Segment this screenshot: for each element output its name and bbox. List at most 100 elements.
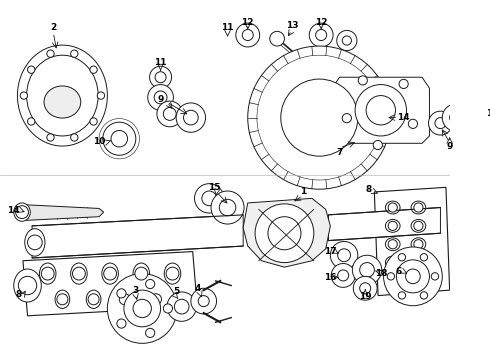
Circle shape: [41, 267, 54, 280]
Circle shape: [268, 217, 301, 250]
Circle shape: [149, 66, 171, 88]
Circle shape: [20, 92, 27, 99]
Ellipse shape: [386, 238, 400, 251]
Text: 2: 2: [50, 23, 56, 32]
Ellipse shape: [14, 269, 41, 302]
Circle shape: [255, 204, 314, 262]
Circle shape: [27, 118, 35, 125]
Ellipse shape: [164, 263, 181, 284]
Circle shape: [483, 96, 490, 118]
Text: 5: 5: [173, 287, 179, 296]
Polygon shape: [328, 207, 441, 240]
Circle shape: [294, 55, 305, 66]
Circle shape: [309, 23, 333, 47]
Text: 7: 7: [336, 148, 343, 157]
Ellipse shape: [386, 201, 400, 214]
Circle shape: [337, 31, 357, 51]
Polygon shape: [374, 187, 450, 296]
Text: 15: 15: [208, 183, 221, 192]
Circle shape: [331, 264, 355, 287]
Circle shape: [414, 240, 423, 249]
Ellipse shape: [386, 256, 400, 269]
Circle shape: [248, 46, 391, 189]
Circle shape: [90, 118, 97, 125]
Ellipse shape: [71, 263, 87, 284]
Circle shape: [450, 111, 463, 124]
Circle shape: [166, 267, 179, 280]
Text: 8: 8: [15, 290, 22, 299]
Circle shape: [408, 119, 417, 129]
Text: 14: 14: [6, 206, 19, 215]
Polygon shape: [332, 77, 429, 143]
Circle shape: [198, 296, 209, 307]
Circle shape: [338, 270, 349, 281]
Text: 19: 19: [359, 292, 371, 301]
Circle shape: [270, 31, 285, 46]
Circle shape: [388, 258, 397, 267]
Circle shape: [18, 276, 37, 295]
Circle shape: [57, 294, 68, 305]
Text: 9: 9: [446, 143, 453, 152]
Ellipse shape: [86, 290, 101, 309]
Circle shape: [435, 118, 446, 129]
Circle shape: [133, 299, 151, 318]
Circle shape: [414, 221, 423, 230]
Circle shape: [414, 203, 423, 212]
Circle shape: [330, 242, 358, 269]
Circle shape: [281, 79, 358, 156]
Circle shape: [155, 72, 166, 83]
Ellipse shape: [25, 229, 45, 256]
Circle shape: [388, 240, 397, 249]
Text: 4: 4: [195, 284, 201, 293]
Text: 11: 11: [221, 23, 234, 32]
Circle shape: [360, 262, 374, 277]
Circle shape: [195, 184, 224, 213]
Text: 10: 10: [93, 137, 105, 146]
Circle shape: [117, 319, 126, 328]
Ellipse shape: [148, 290, 163, 309]
Circle shape: [104, 267, 117, 280]
Circle shape: [90, 66, 97, 73]
Circle shape: [202, 191, 217, 206]
Circle shape: [414, 258, 423, 267]
Text: 17: 17: [324, 247, 337, 256]
Circle shape: [431, 273, 439, 280]
Circle shape: [73, 267, 85, 280]
Text: 14: 14: [397, 113, 410, 122]
Circle shape: [398, 253, 406, 261]
Circle shape: [358, 76, 368, 85]
Circle shape: [117, 289, 126, 298]
Circle shape: [146, 279, 155, 289]
Circle shape: [388, 203, 397, 212]
Circle shape: [366, 96, 395, 125]
Text: 13: 13: [286, 21, 298, 30]
Circle shape: [442, 104, 470, 131]
Circle shape: [342, 36, 351, 45]
Ellipse shape: [26, 55, 98, 136]
Text: 8: 8: [366, 185, 372, 194]
Circle shape: [97, 92, 104, 99]
Polygon shape: [25, 205, 104, 220]
Circle shape: [135, 267, 147, 280]
Text: 3: 3: [133, 285, 139, 294]
Text: 12: 12: [242, 18, 254, 27]
Text: 6: 6: [395, 267, 401, 276]
Circle shape: [154, 91, 167, 104]
Circle shape: [406, 269, 420, 284]
Ellipse shape: [44, 86, 81, 118]
Ellipse shape: [133, 263, 149, 284]
Circle shape: [111, 130, 127, 147]
Circle shape: [211, 191, 244, 224]
Ellipse shape: [411, 275, 426, 287]
Circle shape: [396, 260, 429, 293]
Circle shape: [414, 276, 423, 285]
Circle shape: [355, 85, 407, 136]
Circle shape: [184, 110, 198, 125]
Circle shape: [146, 328, 155, 337]
Circle shape: [163, 304, 172, 313]
Circle shape: [119, 294, 130, 305]
Circle shape: [373, 140, 382, 150]
Circle shape: [420, 292, 428, 299]
Circle shape: [47, 134, 54, 141]
Circle shape: [360, 283, 371, 294]
